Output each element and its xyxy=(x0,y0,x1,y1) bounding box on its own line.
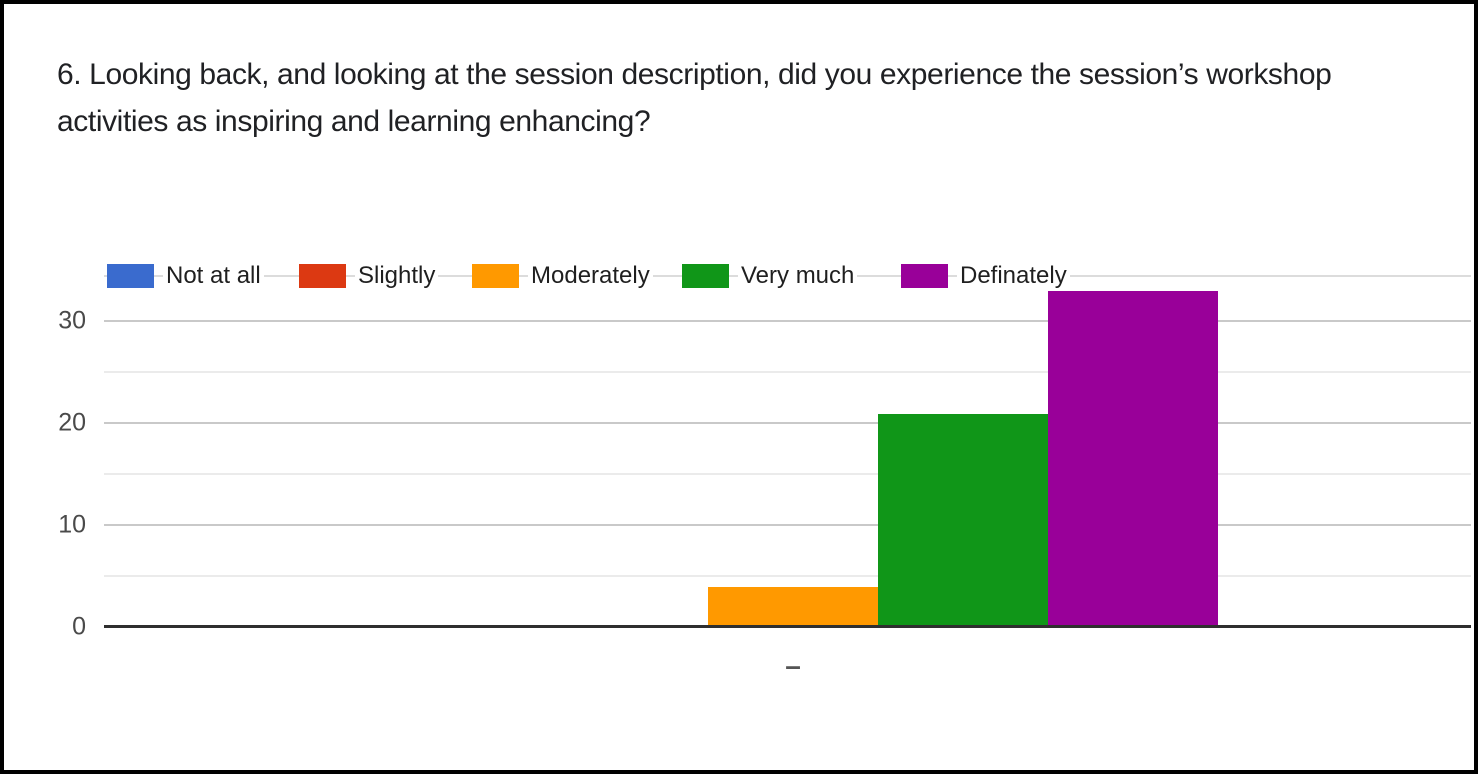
legend-label: Very much xyxy=(738,262,858,290)
major-gridline-20 xyxy=(104,422,1471,424)
legend-item-definately: Definately xyxy=(901,262,1070,290)
legend-swatch-icon xyxy=(682,264,729,288)
legend-label: Not at all xyxy=(163,262,264,290)
legend-swatch-icon xyxy=(472,264,519,288)
legend-swatch-icon xyxy=(107,264,154,288)
major-gridline-30 xyxy=(104,320,1471,322)
y-axis-tick-label-0: 0 xyxy=(72,612,86,641)
chart-title-line-1: 6. Looking back, and looking at the sess… xyxy=(57,58,1332,91)
chart-title-line-2: activities as inspiring and learning enh… xyxy=(57,105,651,138)
legend-label: Moderately xyxy=(528,262,653,290)
legend-item-moderately: Moderately xyxy=(472,262,653,290)
legend-item-very-much: Very much xyxy=(682,262,858,290)
x-axis-category-label: – xyxy=(785,650,801,681)
y-axis-tick-label-20: 20 xyxy=(58,408,86,437)
legend-label: Slightly xyxy=(355,262,439,290)
bar-chart: 0 10 20 30 Not at all Slightly Moderately Very… xyxy=(4,4,1474,770)
x-axis-line xyxy=(104,625,1471,628)
legend-swatch-icon xyxy=(299,264,346,288)
bar-very-much[interactable] xyxy=(878,414,1048,628)
minor-gridline-5 xyxy=(104,575,1471,577)
minor-gridline-15 xyxy=(104,473,1471,475)
bar-moderately[interactable] xyxy=(708,587,878,628)
bar-definately[interactable] xyxy=(1048,291,1218,628)
minor-gridline-25 xyxy=(104,371,1471,373)
y-axis-tick-label-10: 10 xyxy=(58,510,86,539)
legend-swatch-icon xyxy=(901,264,948,288)
legend-label: Definately xyxy=(957,262,1070,290)
major-gridline-10 xyxy=(104,524,1471,526)
y-axis-tick-label-30: 30 xyxy=(58,306,86,335)
chart-title: 6. Looking back, and looking at the sess… xyxy=(57,51,1332,145)
legend-item-slightly: Slightly xyxy=(299,262,439,290)
legend-item-not-at-all: Not at all xyxy=(107,262,264,290)
